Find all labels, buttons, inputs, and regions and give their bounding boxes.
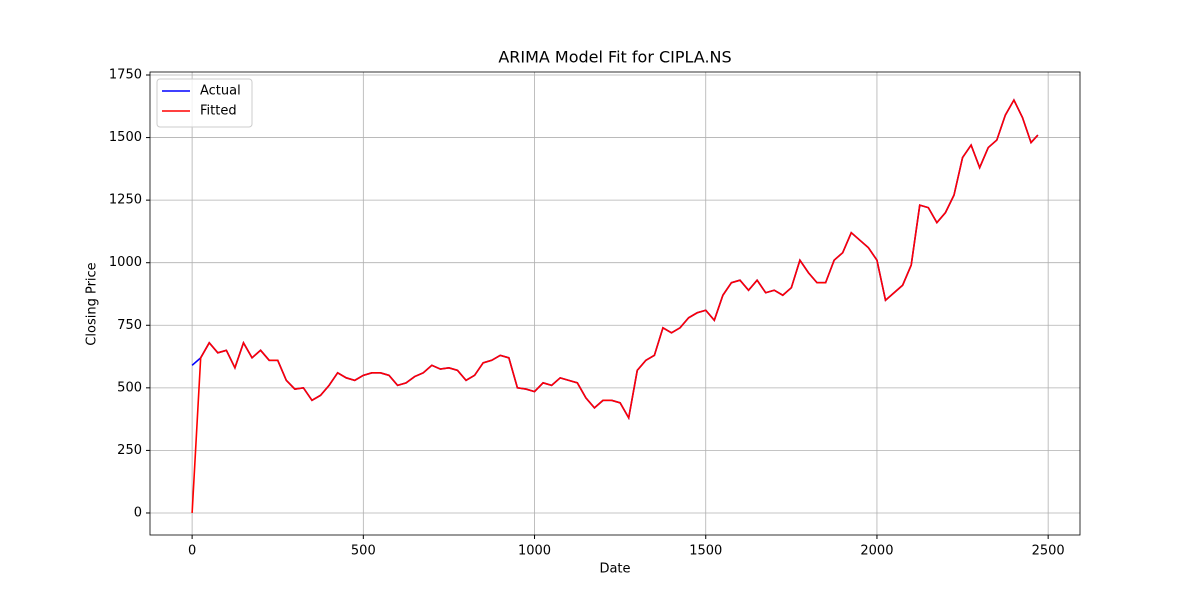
y-tick-label: 1500 [109, 130, 142, 145]
y-tick-label: 0 [134, 505, 142, 520]
x-tick-label: 2000 [860, 544, 893, 559]
x-axis-label: Date [599, 562, 630, 577]
legend-label: Fitted [200, 104, 237, 119]
x-tick-label: 500 [351, 544, 376, 559]
plot-frame [149, 71, 1081, 536]
y-axis-label: Closing Price [85, 262, 100, 345]
y-tick-label: 500 [117, 380, 142, 395]
series-line [191, 98, 1039, 514]
y-tick-label: 1750 [109, 68, 142, 83]
y-tick-label: 1250 [109, 193, 142, 208]
x-tick-label: 1500 [689, 544, 722, 559]
y-tick-label: 250 [117, 443, 142, 458]
series-line [191, 98, 1039, 421]
y-tick-label: 750 [117, 318, 142, 333]
x-tick-label: 2500 [1032, 544, 1065, 559]
legend-label: Actual [200, 84, 241, 99]
y-tick-label: 1000 [109, 255, 142, 270]
x-tick-label: 1000 [518, 544, 551, 559]
x-tick-label: 0 [188, 544, 196, 559]
chart-title: ARIMA Model Fit for CIPLA.NS [498, 48, 731, 67]
